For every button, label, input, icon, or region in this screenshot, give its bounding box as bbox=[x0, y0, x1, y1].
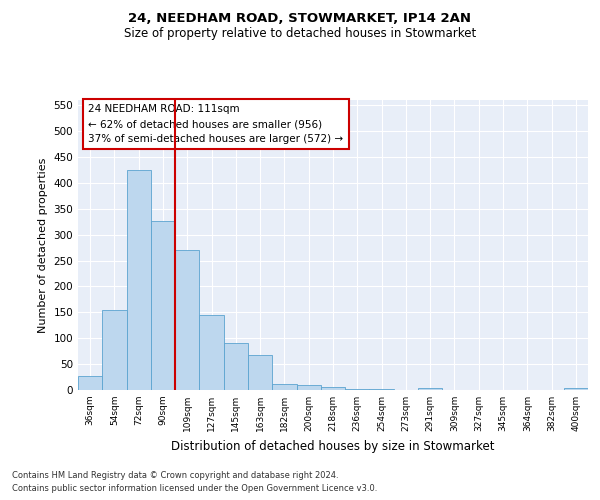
Text: Contains HM Land Registry data © Crown copyright and database right 2024.: Contains HM Land Registry data © Crown c… bbox=[12, 470, 338, 480]
Bar bbox=[127, 170, 151, 390]
Bar bbox=[224, 344, 248, 390]
Bar bbox=[321, 388, 345, 390]
Bar bbox=[370, 389, 394, 390]
Bar bbox=[175, 250, 199, 390]
Text: 24 NEEDHAM ROAD: 111sqm
← 62% of detached houses are smaller (956)
37% of semi-d: 24 NEEDHAM ROAD: 111sqm ← 62% of detache… bbox=[88, 104, 343, 144]
Text: Size of property relative to detached houses in Stowmarket: Size of property relative to detached ho… bbox=[124, 28, 476, 40]
Bar bbox=[418, 388, 442, 390]
Bar bbox=[564, 388, 588, 390]
Bar bbox=[296, 385, 321, 390]
X-axis label: Distribution of detached houses by size in Stowmarket: Distribution of detached houses by size … bbox=[171, 440, 495, 452]
Bar bbox=[345, 389, 370, 390]
Bar bbox=[102, 310, 127, 390]
Bar bbox=[248, 355, 272, 390]
Y-axis label: Number of detached properties: Number of detached properties bbox=[38, 158, 48, 332]
Bar bbox=[151, 220, 175, 390]
Bar bbox=[78, 376, 102, 390]
Bar bbox=[272, 384, 296, 390]
Bar bbox=[199, 315, 224, 390]
Text: 24, NEEDHAM ROAD, STOWMARKET, IP14 2AN: 24, NEEDHAM ROAD, STOWMARKET, IP14 2AN bbox=[128, 12, 472, 26]
Text: Contains public sector information licensed under the Open Government Licence v3: Contains public sector information licen… bbox=[12, 484, 377, 493]
